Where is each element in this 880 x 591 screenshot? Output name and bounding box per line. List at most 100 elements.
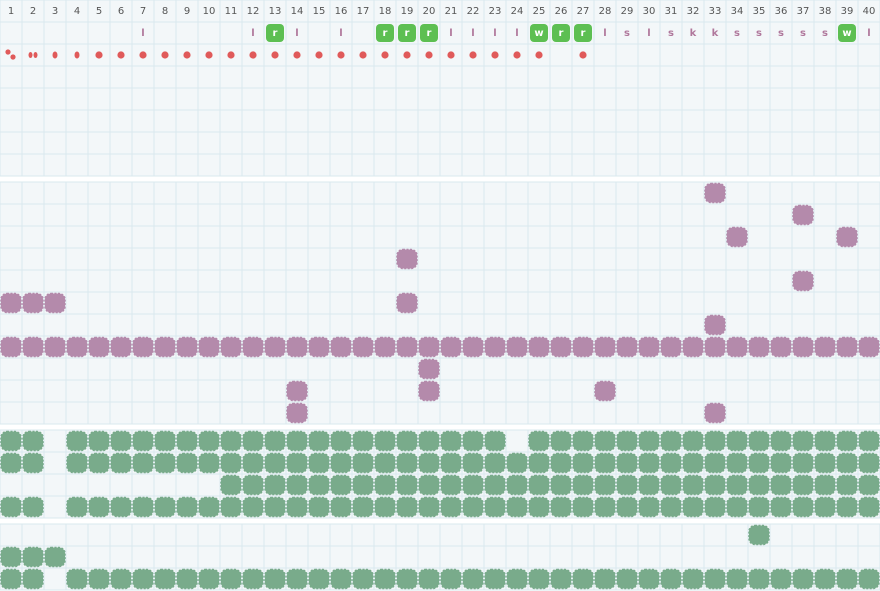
blob — [748, 496, 770, 518]
blob — [814, 568, 836, 590]
blob — [0, 430, 22, 452]
blob — [550, 568, 572, 590]
column-number: 13 — [269, 6, 282, 17]
marker-letter: r — [383, 28, 388, 39]
blob — [22, 430, 44, 452]
column-number: 24 — [511, 6, 524, 17]
blob — [594, 452, 616, 474]
blob — [132, 430, 154, 452]
column-number: 10 — [203, 6, 216, 17]
blob — [484, 496, 506, 518]
dot — [535, 51, 543, 59]
column-number: 33 — [709, 6, 722, 17]
blob — [198, 496, 220, 518]
blob — [660, 452, 682, 474]
blob — [484, 568, 506, 590]
column-number: 35 — [753, 6, 766, 17]
blob — [330, 474, 352, 496]
drop — [52, 51, 58, 59]
blob — [330, 336, 352, 358]
column-number: 26 — [555, 6, 568, 17]
blob — [352, 430, 374, 452]
blob — [726, 496, 748, 518]
blob — [22, 496, 44, 518]
blob — [66, 430, 88, 452]
blob — [638, 568, 660, 590]
blob — [220, 336, 242, 358]
blob — [594, 430, 616, 452]
blob — [616, 474, 638, 496]
column-number: 17 — [357, 6, 370, 17]
blob — [594, 474, 616, 496]
blob — [792, 336, 814, 358]
blob — [484, 452, 506, 474]
blob — [286, 380, 308, 402]
blob — [682, 430, 704, 452]
blob — [308, 496, 330, 518]
blob — [88, 568, 110, 590]
blob — [264, 336, 286, 358]
blob — [286, 496, 308, 518]
blob — [418, 336, 440, 358]
blob — [242, 568, 264, 590]
blob — [22, 568, 44, 590]
blob — [814, 452, 836, 474]
marker-letter: s — [800, 28, 806, 39]
blob — [220, 496, 242, 518]
marker-box — [530, 24, 548, 42]
blob — [308, 430, 330, 452]
dot — [161, 51, 169, 59]
blob — [660, 568, 682, 590]
blob — [198, 430, 220, 452]
blob — [418, 568, 440, 590]
blob — [550, 496, 572, 518]
blob — [0, 452, 22, 474]
dot — [139, 51, 147, 59]
blob — [132, 336, 154, 358]
marker-letter: r — [427, 28, 432, 39]
blob — [176, 452, 198, 474]
blob — [330, 452, 352, 474]
blob — [462, 496, 484, 518]
blob — [264, 496, 286, 518]
blob — [176, 568, 198, 590]
blob — [572, 496, 594, 518]
column-number: 9 — [184, 6, 190, 17]
dot — [117, 51, 125, 59]
marker-letter: l — [647, 28, 650, 39]
dot — [579, 51, 587, 59]
marker-letter: l — [603, 28, 606, 39]
column-number: 7 — [140, 6, 146, 17]
marker-letter: s — [624, 28, 630, 39]
blob — [792, 474, 814, 496]
drop — [28, 52, 33, 58]
blob — [176, 430, 198, 452]
blob — [660, 336, 682, 358]
blob — [726, 568, 748, 590]
blob — [528, 452, 550, 474]
dot — [491, 51, 499, 59]
marker-box — [420, 24, 438, 42]
blob — [704, 568, 726, 590]
blob — [462, 430, 484, 452]
blob — [308, 474, 330, 496]
blob — [748, 568, 770, 590]
column-number: 4 — [74, 6, 80, 17]
blob — [88, 430, 110, 452]
blob — [704, 496, 726, 518]
marker-letter: l — [251, 28, 254, 39]
blob — [506, 496, 528, 518]
blob — [792, 568, 814, 590]
blob — [792, 204, 814, 226]
blob — [154, 430, 176, 452]
blob — [352, 568, 374, 590]
blob — [462, 336, 484, 358]
column-number: 34 — [731, 6, 744, 17]
marker-letter: l — [867, 28, 870, 39]
marker-letter: r — [273, 28, 278, 39]
marker-letter: w — [842, 28, 851, 39]
blob — [836, 568, 858, 590]
blob — [726, 336, 748, 358]
blob — [242, 430, 264, 452]
